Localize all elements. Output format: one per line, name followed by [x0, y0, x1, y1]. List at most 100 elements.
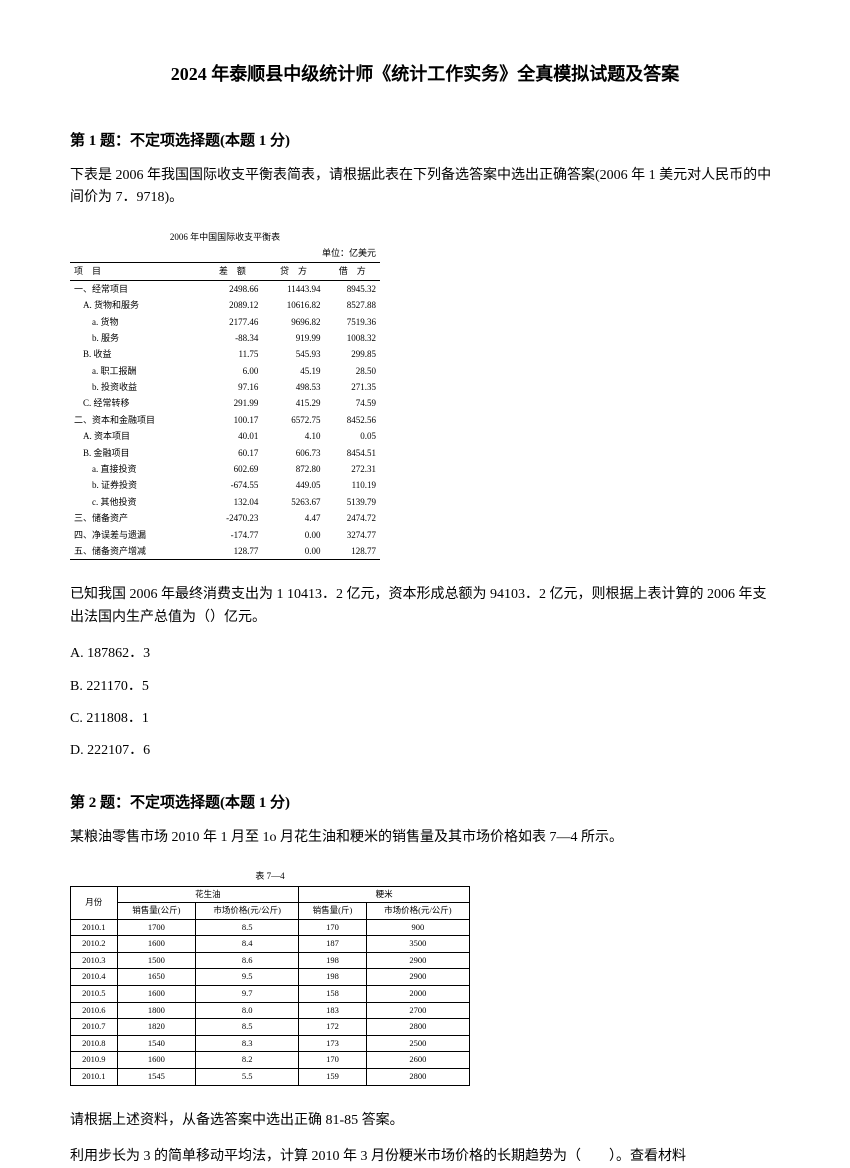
- q1-table-title: 2006 年中国国际收支平衡表: [70, 230, 380, 244]
- table-cell: 291.99: [202, 395, 262, 411]
- table-cell: 8.6: [196, 952, 299, 969]
- table-cell: a. 直接投资: [70, 461, 202, 477]
- table-cell: 0.05: [325, 428, 380, 444]
- table-cell: 1540: [117, 1035, 195, 1052]
- table-cell: 4.10: [262, 428, 324, 444]
- table-cell: 2010.7: [71, 1019, 118, 1036]
- q1-table-container: 2006 年中国国际收支平衡表 单位：亿美元 项 目 差 额 贷 方 借 方 一…: [70, 230, 780, 561]
- table-cell: 3500: [366, 936, 469, 953]
- table-cell: 6.00: [202, 363, 262, 379]
- table-cell: 1500: [117, 952, 195, 969]
- table-cell: 2010.4: [71, 969, 118, 986]
- table-cell: 449.05: [262, 477, 324, 493]
- q2-header: 第 2 题：不定项选择题(本题 1 分): [70, 791, 780, 815]
- table-cell: 45.19: [262, 363, 324, 379]
- table-cell: b. 服务: [70, 330, 202, 346]
- table-cell: 2700: [366, 1002, 469, 1019]
- table-cell: 4.47: [262, 510, 324, 526]
- q1-option-d: D. 222107．6: [70, 740, 780, 762]
- q1-followup: 已知我国 2006 年最终消费支出为 1 10413．2 亿元，资本形成总额为 …: [70, 584, 780, 629]
- table-cell: 271.35: [325, 379, 380, 395]
- table-cell: A. 货物和服务: [70, 297, 202, 313]
- table-cell: 8452.56: [325, 412, 380, 428]
- table-cell: 2010.8: [71, 1035, 118, 1052]
- table-cell: 5263.67: [262, 494, 324, 510]
- table-cell: 128.77: [325, 543, 380, 560]
- table-cell: 2010.1: [71, 919, 118, 936]
- q2-table-container: 表 7—4 月份 花生油 粳米 销售量(公斤) 市场价格(元/公斤) 销售量(斤…: [70, 869, 780, 1086]
- q1-options: A. 187862．3 B. 221170．5 C. 211808．1 D. 2…: [70, 643, 780, 763]
- q1-col-2: 贷 方: [262, 263, 324, 280]
- table-cell: 2500: [366, 1035, 469, 1052]
- table-cell: 2010.1: [71, 1069, 118, 1086]
- q2-table-title: 表 7—4: [70, 869, 470, 883]
- table-cell: 四、净误差与遗漏: [70, 527, 202, 543]
- table-cell: 5139.79: [325, 494, 380, 510]
- table-cell: C. 经常转移: [70, 395, 202, 411]
- q2-sh-3: 市场价格(元/公斤): [366, 903, 469, 920]
- table-cell: -88.34: [202, 330, 262, 346]
- table-cell: a. 职工报酬: [70, 363, 202, 379]
- table-cell: 159: [299, 1069, 367, 1086]
- table-cell: 1545: [117, 1069, 195, 1086]
- q2-gh-1: 花生油: [117, 886, 299, 903]
- table-cell: 2800: [366, 1069, 469, 1086]
- table-cell: 6572.75: [262, 412, 324, 428]
- table-cell: 1008.32: [325, 330, 380, 346]
- q2-followup1: 请根据上述资料，从备选答案中选出正确 81-85 答案。: [70, 1110, 780, 1132]
- table-cell: B. 收益: [70, 346, 202, 362]
- table-cell: A. 资本项目: [70, 428, 202, 444]
- table-cell: 900: [366, 919, 469, 936]
- q2-sh-2: 销售量(斤): [299, 903, 367, 920]
- table-cell: 97.16: [202, 379, 262, 395]
- table-cell: 170: [299, 919, 367, 936]
- table-cell: 60.17: [202, 445, 262, 461]
- table-cell: 187: [299, 936, 367, 953]
- q2-sh-0: 销售量(公斤): [117, 903, 195, 920]
- table-cell: 28.50: [325, 363, 380, 379]
- table-cell: 158: [299, 986, 367, 1003]
- q1-header: 第 1 题：不定项选择题(本题 1 分): [70, 129, 780, 153]
- table-cell: 2177.46: [202, 314, 262, 330]
- table-cell: 415.29: [262, 395, 324, 411]
- table-cell: b. 证券投资: [70, 477, 202, 493]
- q1-body: 下表是 2006 年我国国际收支平衡表简表，请根据此表在下列备选答案中选出正确答…: [70, 165, 780, 210]
- table-cell: 272.31: [325, 461, 380, 477]
- table-cell: 128.77: [202, 543, 262, 560]
- table-cell: 5.5: [196, 1069, 299, 1086]
- table-cell: 2010.2: [71, 936, 118, 953]
- table-cell: 8.5: [196, 1019, 299, 1036]
- table-cell: 2900: [366, 952, 469, 969]
- table-cell: 8945.32: [325, 280, 380, 297]
- table-cell: -174.77: [202, 527, 262, 543]
- table-cell: 1700: [117, 919, 195, 936]
- table-cell: 606.73: [262, 445, 324, 461]
- table-cell: 498.53: [262, 379, 324, 395]
- table-cell: 2000: [366, 986, 469, 1003]
- table-cell: 0.00: [262, 527, 324, 543]
- table-cell: 2010.5: [71, 986, 118, 1003]
- q2-followup2: 利用步长为 3 的简单移动平均法，计算 2010 年 3 月份粳米市场价格的长期…: [70, 1146, 780, 1168]
- table-cell: 2498.66: [202, 280, 262, 297]
- q1-option-a: A. 187862．3: [70, 643, 780, 665]
- table-cell: 183: [299, 1002, 367, 1019]
- q2-sh-1: 市场价格(元/公斤): [196, 903, 299, 920]
- table-cell: 2010.6: [71, 1002, 118, 1019]
- table-cell: 172: [299, 1019, 367, 1036]
- table-cell: 9.7: [196, 986, 299, 1003]
- table-cell: -674.55: [202, 477, 262, 493]
- table-cell: 100.17: [202, 412, 262, 428]
- table-cell: 五、储备资产增减: [70, 543, 202, 560]
- table-cell: 10616.82: [262, 297, 324, 313]
- table-cell: 8.3: [196, 1035, 299, 1052]
- table-cell: 2900: [366, 969, 469, 986]
- q1-option-c: C. 211808．1: [70, 708, 780, 730]
- table-cell: 132.04: [202, 494, 262, 510]
- table-cell: 919.99: [262, 330, 324, 346]
- table-cell: 8.4: [196, 936, 299, 953]
- table-cell: 8454.51: [325, 445, 380, 461]
- table-cell: a. 货物: [70, 314, 202, 330]
- table-cell: 198: [299, 952, 367, 969]
- table-cell: -2470.23: [202, 510, 262, 526]
- table-cell: 8.0: [196, 1002, 299, 1019]
